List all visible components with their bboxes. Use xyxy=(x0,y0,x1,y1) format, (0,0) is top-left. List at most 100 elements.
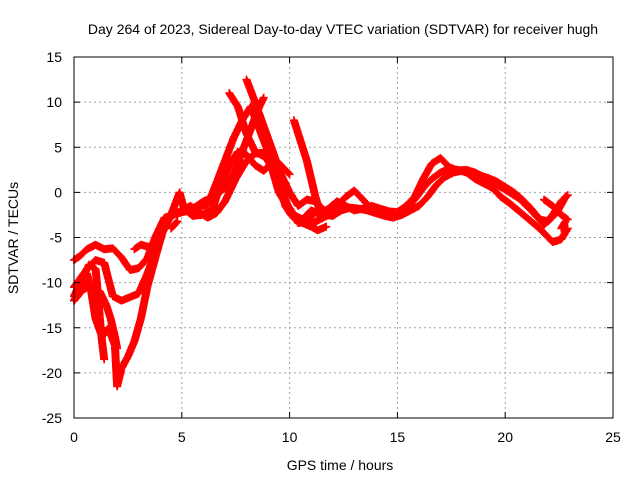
series-track-5 xyxy=(70,281,122,353)
data-markers-segment xyxy=(77,246,90,259)
data-markers-segment xyxy=(264,135,278,159)
series-track-11 xyxy=(130,240,158,254)
y-tick-label: -20 xyxy=(42,365,62,381)
data-markers-segment xyxy=(515,194,530,209)
y-tick-label: 10 xyxy=(46,94,62,110)
data-markers-segment xyxy=(541,196,556,209)
data-markers-segment xyxy=(275,189,293,214)
data-markers-segment xyxy=(424,182,440,200)
axis-ticks xyxy=(73,56,614,419)
series-track-14 xyxy=(540,195,572,224)
grid-lines xyxy=(74,57,613,418)
data-markers-segment xyxy=(226,90,242,110)
data-markers-segment xyxy=(211,184,228,200)
data-markers-segment xyxy=(558,192,571,205)
data-markers-segment xyxy=(411,185,427,203)
y-tick-label: 0 xyxy=(54,184,62,200)
data-point xyxy=(322,222,331,231)
data-markers-segment xyxy=(243,131,259,155)
data-markers-segment xyxy=(532,221,547,236)
data-markers-segment xyxy=(77,262,93,286)
y-tick-label: 15 xyxy=(46,49,62,65)
y-axis-label: SDTVAR / TECUs xyxy=(5,182,21,294)
data-markers-segment xyxy=(558,211,571,223)
data-markers-segment xyxy=(109,245,125,261)
data-markers-segment xyxy=(88,282,103,295)
data-markers-segment xyxy=(167,218,181,232)
data-markers-segment xyxy=(243,77,259,105)
data-markers-segment xyxy=(143,253,160,290)
data-point xyxy=(149,244,158,253)
data-point xyxy=(315,206,324,215)
data-markers-segment xyxy=(71,252,84,264)
data-markers-segment xyxy=(137,284,151,322)
data-markers-segment xyxy=(124,338,138,360)
series-track-9 xyxy=(289,116,324,215)
data-point xyxy=(259,93,268,102)
data-markers-segment xyxy=(268,167,283,195)
x-tick-label: 5 xyxy=(178,429,186,445)
data-point xyxy=(563,215,572,224)
x-tick-label: 20 xyxy=(497,429,513,445)
data-markers-segment xyxy=(429,169,444,182)
data-markers-segment xyxy=(325,203,340,218)
series-track-12 xyxy=(167,217,182,233)
data-markers-segment xyxy=(135,255,151,272)
x-axis-label: GPS time / hours xyxy=(287,457,394,473)
x-tick-label: 25 xyxy=(605,429,621,445)
x-tick-label: 0 xyxy=(70,429,78,445)
data-markers-segment xyxy=(221,171,237,191)
data-markers-segment xyxy=(351,187,366,203)
chart-title: Day 264 of 2023, Sidereal Day-to-day VTE… xyxy=(88,21,598,37)
data-markers-segment xyxy=(489,185,504,200)
data-point xyxy=(285,170,294,179)
data-point xyxy=(100,355,109,364)
series-track-4 xyxy=(70,260,109,364)
data-markers-segment xyxy=(286,207,304,225)
data-markers-segment xyxy=(256,126,272,155)
y-tick-label: -10 xyxy=(42,275,62,291)
data-markers-segment xyxy=(86,261,99,273)
series-track-10 xyxy=(268,165,331,235)
data-markers-segment xyxy=(403,196,418,212)
y-tick-label: -15 xyxy=(42,320,62,336)
data-markers-segment xyxy=(159,212,175,236)
data-markers-segment xyxy=(152,230,166,258)
data-markers-segment xyxy=(217,162,233,188)
data-markers-segment xyxy=(71,287,86,304)
data-markers-segment xyxy=(416,194,431,209)
data-point xyxy=(113,344,122,353)
data-markers-segment xyxy=(226,149,242,169)
data-markers-segment xyxy=(232,158,250,182)
data-series xyxy=(70,75,572,391)
data-markers-segment xyxy=(243,151,259,169)
data-markers-segment xyxy=(212,158,229,186)
data-markers-segment xyxy=(515,207,530,221)
data-markers-segment xyxy=(420,176,435,191)
data-markers-segment xyxy=(251,99,265,123)
data-markers-segment xyxy=(541,212,556,228)
data-markers-segment xyxy=(558,225,571,242)
data-markers-segment xyxy=(234,104,250,137)
data-markers-segment xyxy=(420,160,436,182)
y-tick-label: -25 xyxy=(42,410,62,426)
data-point xyxy=(563,191,572,200)
data-markers-segment xyxy=(498,193,513,207)
data-markers-segment xyxy=(221,135,237,164)
data-markers-segment xyxy=(433,174,448,189)
data-markers-segment xyxy=(271,153,285,177)
y-tick-label: -5 xyxy=(50,230,63,246)
data-markers-segment xyxy=(258,117,272,141)
data-markers-segment xyxy=(230,149,246,177)
data-markers-segment xyxy=(277,171,293,195)
series-track-8 xyxy=(242,75,329,215)
data-markers-segment xyxy=(221,176,239,204)
data-markers-segment xyxy=(135,271,151,296)
data-markers-segment xyxy=(463,169,478,182)
data-markers-segment xyxy=(100,260,117,299)
data-markers-segment xyxy=(506,200,522,214)
tick-labels: 0 5 10 15 20 25 15 10 5 0 -5 -10 -15 -20 -25 xyxy=(42,49,621,445)
x-tick-label: 15 xyxy=(390,429,406,445)
